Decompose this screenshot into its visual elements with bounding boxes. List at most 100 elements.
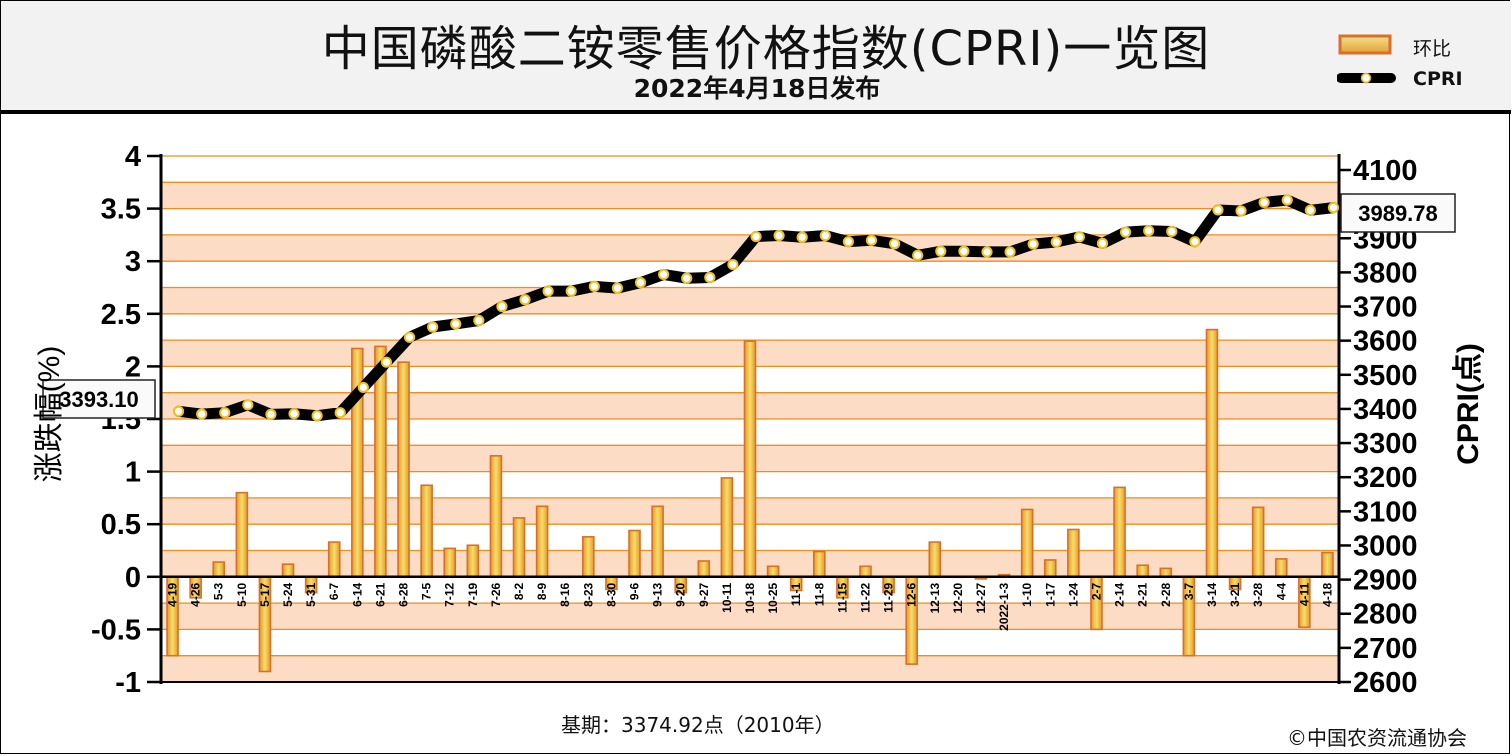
callout-last-box: [1340, 193, 1456, 233]
x-tick-label: 7-19: [466, 582, 480, 606]
bar-7-26: [489, 455, 503, 578]
cpri-point-7-5: [427, 321, 439, 333]
x-tick-label: 12-6: [905, 582, 919, 606]
bar-7-5: [420, 484, 433, 578]
cpri-point-11-22: [865, 234, 878, 246]
cpri-point-5-3: [219, 407, 231, 419]
x-tick-label: 4-18: [1320, 582, 1334, 606]
x-tick-label: 1-10: [1020, 582, 1034, 606]
x-tick-label: 5-17: [258, 582, 272, 606]
x-tick-label: 8-16: [558, 582, 572, 606]
x-tick-label: 8-2: [512, 582, 526, 600]
x-tick-label: 11-8: [812, 582, 826, 606]
cpri-point-3-7: [1189, 236, 1201, 248]
cpri-point-3-28: [1258, 196, 1270, 209]
y-right-tick-label: 3100: [1353, 496, 1418, 528]
cpri-point-6-21: [380, 356, 393, 368]
cpri-point-11-15: [842, 236, 854, 248]
cpri-point-9-27: [704, 271, 716, 284]
cpri-point-5-31: [311, 410, 323, 422]
cpri-point-5-10: [242, 399, 254, 411]
x-tick-label: 3-7: [1182, 582, 1196, 600]
cpri-point-7-12: [450, 318, 462, 330]
bar-6-28: [397, 361, 410, 578]
x-tick-label: 4-26: [189, 582, 203, 606]
bar-12-13: [928, 541, 942, 578]
bar-5-10: [235, 491, 249, 578]
cpri-point-4-11: [1304, 204, 1316, 216]
bar-7-12: [443, 547, 457, 578]
band: [161, 182, 1339, 209]
bar-6-7: [327, 541, 341, 578]
x-tick-label: 2-14: [1113, 582, 1127, 606]
x-tick-label: 3-14: [1205, 582, 1219, 606]
x-tick-label: 9-20: [674, 582, 688, 606]
bar-1-17: [1043, 559, 1057, 578]
y-left-tick-label: -1: [115, 667, 141, 699]
x-tick-label: 8-9: [535, 582, 549, 600]
x-tick-label: 12-27: [974, 582, 988, 613]
cpri-point-3-21: [1235, 205, 1247, 217]
bar-3-28: [1251, 506, 1265, 578]
bar-9-27: [697, 560, 711, 578]
bar-5-24: [281, 563, 295, 578]
line-swatch-icon: [1337, 72, 1396, 84]
x-tick-label: 7-26: [489, 582, 503, 606]
cpri-point-8-9: [542, 285, 554, 297]
cpri-point-12-6: [912, 249, 924, 261]
cpri-point-8-23: [588, 280, 600, 292]
bar-8-9: [535, 505, 549, 578]
cpri-point-7-19: [473, 314, 485, 327]
x-tick-label: 12-13: [928, 582, 942, 613]
x-tick-label: 8-30: [604, 582, 618, 606]
x-tick-label: 2-28: [1159, 582, 1173, 606]
x-tick-label: 1-24: [1066, 582, 1080, 606]
cpri-point-12-20: [958, 245, 970, 257]
callout-last: 3989.78: [1358, 201, 1438, 226]
x-tick-label: 7-5: [420, 582, 434, 600]
cpri-point-8-2: [519, 294, 531, 306]
cpri-point-2022-1-3: [1004, 246, 1016, 258]
x-tick-label: 5-10: [235, 582, 249, 606]
y-left-tick-label: 1: [125, 457, 141, 489]
copyright: ©中国农资流通协会: [1287, 726, 1467, 750]
cpri-point-9-6: [634, 277, 647, 289]
cpri-point-4-18: [1327, 202, 1340, 214]
bar-2-21: [1136, 564, 1149, 578]
callout-first-box: [42, 379, 156, 419]
cpri-point-2-7: [1096, 237, 1109, 249]
cpri-point-11-8: [819, 229, 831, 242]
x-tick-label: 1-17: [1043, 582, 1057, 606]
y-right-tick-label: 2900: [1353, 565, 1418, 597]
y-right-tick-label: 3300: [1353, 428, 1418, 460]
x-tick-label: 5-31: [304, 582, 318, 606]
bar-11-22: [859, 565, 872, 578]
x-tick-label: 10-25: [766, 582, 780, 613]
cpri-point-1-10: [1027, 238, 1039, 250]
cpri-point-4-26: [196, 408, 208, 420]
x-tick-label: 6-28: [397, 582, 411, 606]
legend-line-label: CPRI: [1413, 68, 1463, 90]
x-tick-label: 6-7: [327, 582, 341, 600]
bar-1-10: [1020, 508, 1034, 578]
x-tick-label: 4-11: [1297, 582, 1311, 606]
y-axis-right-label: CPRI(点): [1452, 343, 1485, 465]
x-tick-label: 8-23: [581, 582, 595, 606]
bar-8-2: [512, 517, 526, 578]
bar-10-18: [743, 340, 757, 578]
cpri-point-11-1: [796, 231, 808, 243]
callout-first: 3393.10: [59, 387, 139, 412]
cpri-point-2-21: [1143, 225, 1155, 237]
y-right-tick-label: 3700: [1353, 292, 1418, 324]
cpri-point-4-19: [172, 405, 185, 417]
y-left-tick-label: 3.5: [101, 194, 141, 226]
header: 中国磷酸二铵零售价格指数(CPRI)一览图 2022年4月18日发布 环比: [1, 1, 1511, 114]
legend: 环比 CPRI: [1335, 31, 1505, 101]
band: [161, 287, 1339, 314]
cpri-point-10-25: [773, 229, 785, 242]
bar-10-11: [720, 477, 734, 578]
y-right-tick-label: 3500: [1353, 360, 1418, 392]
bar-8-23: [582, 536, 595, 578]
cpri-point-10-11: [727, 258, 739, 271]
x-tick-label: 11-1: [789, 582, 803, 606]
